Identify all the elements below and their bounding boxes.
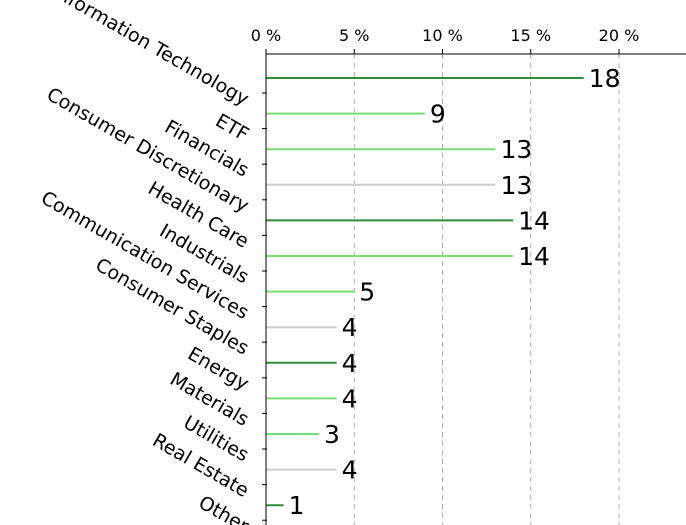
value-label: 13 [500,171,532,200]
value-label: 14 [518,242,550,271]
value-label: 9 [430,100,446,129]
value-label: 18 [589,64,621,93]
value-label: 14 [518,206,550,235]
x-tick-label: 20 % [599,26,640,45]
value-label: 4 [342,349,358,378]
value-label: 4 [342,384,358,413]
axes [262,49,686,525]
bars [266,77,584,507]
category-label: ETF [212,110,253,146]
x-tick-label: 5 % [339,26,369,45]
value-label: 4 [342,313,358,342]
grid-lines [353,54,620,525]
x-tick-label: 0 % [251,26,281,45]
value-label: 4 [342,456,358,485]
x-tick-label: 10 % [422,26,463,45]
category-label: Information Technology [49,0,253,110]
value-label: 3 [324,420,340,449]
value-label: 5 [359,278,375,307]
value-label: 13 [500,135,532,164]
x-tick-label: 15 % [510,26,551,45]
value-label: 1 [289,491,305,520]
